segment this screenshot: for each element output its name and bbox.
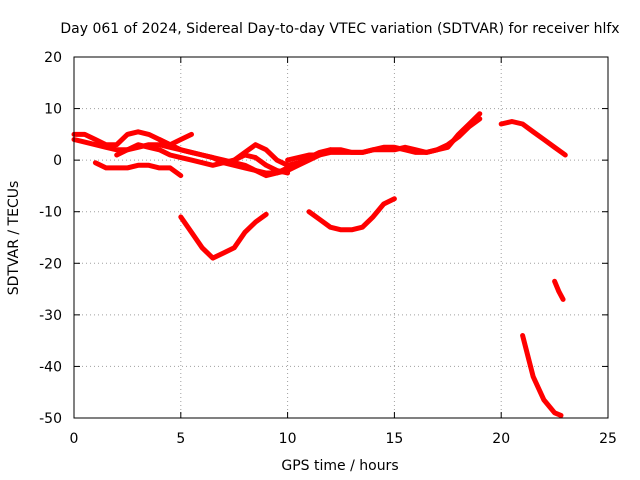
x-tick-label: 25: [599, 431, 617, 447]
series-arc-9: [306, 196, 397, 233]
series-arc-4: [114, 142, 291, 176]
axis-ticks: 0 5 10 15 20 25 -50 -40 -30 -20 -10 0 10 20: [39, 50, 617, 447]
series-arc-12: [552, 278, 566, 302]
y-tick-label: -30: [39, 308, 62, 324]
chart-title: Day 061 of 2024, Sidereal Day-to-day VTE…: [60, 21, 619, 37]
x-tick-label: 0: [70, 431, 79, 447]
y-tick-label: -20: [39, 256, 62, 272]
y-tick-label: 20: [44, 50, 62, 66]
data-series: [71, 111, 568, 418]
x-axis-label: GPS time / hours: [281, 458, 398, 474]
y-tick-label: 10: [44, 102, 62, 118]
series-arc-8: [285, 111, 483, 163]
x-tick-label: 5: [176, 431, 185, 447]
x-tick-label: 10: [279, 431, 297, 447]
y-tick-label: -10: [39, 205, 62, 221]
series-arc-11: [520, 333, 564, 418]
y-tick-label: -50: [39, 411, 62, 427]
y-tick-label: 0: [53, 153, 62, 169]
y-axis-label: SDTVAR / TECUs: [6, 181, 22, 296]
series-arc-6: [178, 211, 269, 261]
grid: [74, 57, 608, 418]
x-tick-label: 20: [492, 431, 510, 447]
plot-frame: [73, 56, 609, 419]
series-arc-3: [92, 160, 184, 179]
y-tick-label: -40: [39, 359, 62, 375]
series-arc-10: [498, 119, 568, 158]
x-tick-label: 15: [385, 431, 403, 447]
